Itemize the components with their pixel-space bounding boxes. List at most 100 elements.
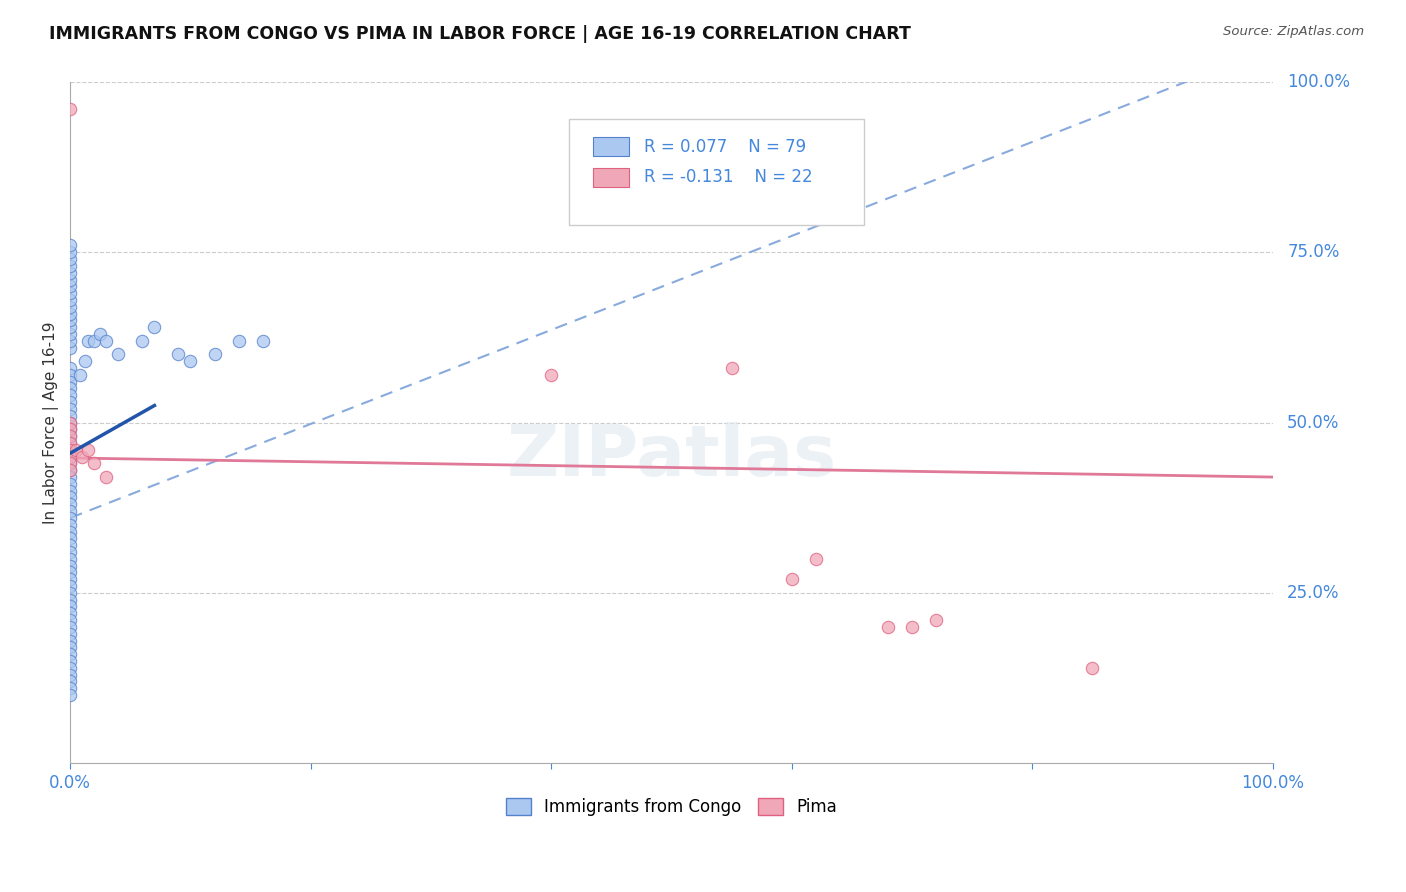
Point bbox=[59, 313, 82, 327]
Text: 25.0%: 25.0% bbox=[1286, 584, 1340, 602]
Point bbox=[167, 347, 190, 361]
Point bbox=[59, 517, 82, 532]
Point bbox=[59, 395, 82, 409]
Point bbox=[59, 442, 82, 457]
Point bbox=[59, 450, 82, 464]
Point bbox=[59, 368, 82, 382]
Point bbox=[59, 599, 82, 614]
Point bbox=[59, 667, 82, 681]
Point bbox=[59, 361, 82, 376]
Point bbox=[1081, 661, 1104, 675]
Point bbox=[59, 626, 82, 640]
Point bbox=[59, 293, 82, 307]
Point bbox=[59, 416, 82, 430]
Point bbox=[59, 476, 82, 491]
Point bbox=[59, 504, 82, 518]
Point bbox=[59, 300, 82, 314]
Point bbox=[69, 368, 91, 382]
FancyBboxPatch shape bbox=[593, 168, 630, 187]
Point bbox=[59, 620, 82, 634]
Point bbox=[59, 483, 82, 498]
Point bbox=[59, 259, 82, 273]
Point bbox=[59, 436, 82, 450]
Point bbox=[59, 375, 82, 389]
Point bbox=[89, 326, 111, 341]
Point bbox=[96, 334, 118, 348]
Point bbox=[59, 633, 82, 648]
Point bbox=[59, 497, 82, 511]
Point bbox=[804, 551, 827, 566]
Point bbox=[59, 538, 82, 552]
Point bbox=[59, 647, 82, 661]
Point bbox=[59, 422, 82, 436]
FancyBboxPatch shape bbox=[569, 120, 863, 225]
Point bbox=[59, 613, 82, 627]
Point bbox=[59, 401, 82, 416]
Point bbox=[877, 620, 900, 634]
Text: 100.0%: 100.0% bbox=[1286, 73, 1350, 91]
Point bbox=[59, 382, 82, 396]
Point bbox=[59, 409, 82, 423]
Point bbox=[59, 341, 82, 355]
Point bbox=[720, 361, 742, 376]
Point bbox=[83, 457, 105, 471]
Text: ZIPatlas: ZIPatlas bbox=[506, 422, 837, 491]
Point bbox=[59, 688, 82, 702]
Point bbox=[77, 442, 100, 457]
Point bbox=[59, 457, 82, 471]
Point bbox=[59, 558, 82, 573]
Point bbox=[901, 620, 924, 634]
Point bbox=[59, 102, 82, 116]
Point bbox=[59, 674, 82, 689]
Point bbox=[59, 511, 82, 525]
Point bbox=[228, 334, 250, 348]
Point bbox=[59, 457, 82, 471]
Point bbox=[59, 463, 82, 477]
Point bbox=[59, 681, 82, 696]
Point bbox=[59, 470, 82, 484]
Point bbox=[131, 334, 153, 348]
Point bbox=[59, 334, 82, 348]
Text: 75.0%: 75.0% bbox=[1286, 244, 1340, 261]
Point bbox=[59, 266, 82, 280]
Point bbox=[59, 586, 82, 600]
Point bbox=[83, 334, 105, 348]
Point bbox=[59, 245, 82, 260]
Point bbox=[780, 572, 803, 586]
Point bbox=[59, 279, 82, 293]
Text: 50.0%: 50.0% bbox=[1286, 414, 1340, 432]
Point bbox=[59, 429, 82, 443]
Point bbox=[59, 524, 82, 539]
Point bbox=[59, 607, 82, 621]
Point bbox=[59, 238, 82, 252]
Point bbox=[143, 320, 166, 334]
Point bbox=[59, 416, 82, 430]
Point bbox=[204, 347, 226, 361]
Point bbox=[59, 491, 82, 505]
Point bbox=[59, 566, 82, 580]
Point bbox=[59, 654, 82, 668]
Point bbox=[59, 307, 82, 321]
Point bbox=[59, 422, 82, 436]
Point bbox=[59, 388, 82, 402]
Point bbox=[59, 579, 82, 593]
Point bbox=[59, 450, 82, 464]
Y-axis label: In Labor Force | Age 16-19: In Labor Force | Age 16-19 bbox=[44, 321, 59, 524]
Point bbox=[59, 286, 82, 301]
Legend: Immigrants from Congo, Pima: Immigrants from Congo, Pima bbox=[499, 791, 844, 823]
Point bbox=[925, 613, 948, 627]
Point bbox=[72, 450, 94, 464]
Point bbox=[73, 354, 96, 368]
Point bbox=[252, 334, 274, 348]
Point bbox=[59, 320, 82, 334]
Text: Source: ZipAtlas.com: Source: ZipAtlas.com bbox=[1223, 25, 1364, 38]
Point bbox=[59, 640, 82, 655]
Text: IMMIGRANTS FROM CONGO VS PIMA IN LABOR FORCE | AGE 16-19 CORRELATION CHART: IMMIGRANTS FROM CONGO VS PIMA IN LABOR F… bbox=[49, 25, 911, 43]
Point bbox=[59, 545, 82, 559]
Point bbox=[59, 463, 82, 477]
Point bbox=[59, 272, 82, 286]
Point bbox=[77, 334, 100, 348]
Point bbox=[96, 470, 118, 484]
Point bbox=[59, 661, 82, 675]
Text: R = -0.131    N = 22: R = -0.131 N = 22 bbox=[644, 169, 813, 186]
